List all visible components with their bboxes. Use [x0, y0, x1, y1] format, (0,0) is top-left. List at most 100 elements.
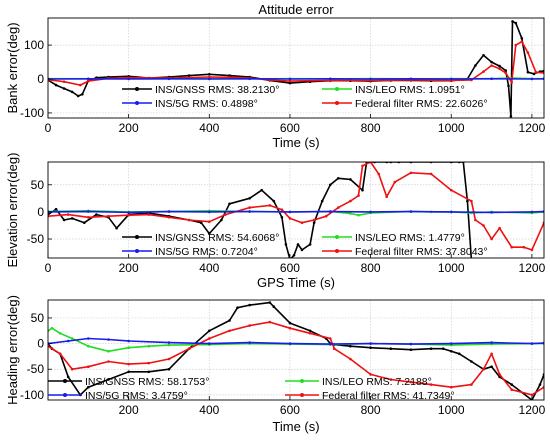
- data-point: [95, 213, 98, 216]
- data-point: [410, 348, 413, 351]
- data-point: [59, 353, 62, 356]
- data-point: [531, 394, 534, 397]
- data-point: [533, 73, 536, 76]
- legend-label: Federal filter RMS: 41.7349°: [322, 390, 455, 402]
- data-point: [470, 360, 473, 363]
- legend-marker: [135, 87, 139, 91]
- data-point: [309, 243, 312, 246]
- data-point: [442, 347, 445, 350]
- data-point: [510, 115, 513, 118]
- data-point: [168, 358, 171, 361]
- legend-label: INS/GNSS RMS: 38.2130°: [155, 84, 279, 96]
- data-point: [273, 305, 276, 308]
- data-point: [474, 258, 477, 261]
- data-point: [321, 200, 324, 203]
- data-point: [510, 246, 513, 249]
- x-tick-label: 0: [45, 121, 52, 135]
- data-point: [349, 345, 352, 348]
- y-tick-label: 50: [31, 178, 45, 192]
- data-point: [410, 172, 413, 175]
- data-point: [523, 246, 526, 249]
- data-point: [289, 342, 292, 345]
- data-point: [260, 189, 263, 192]
- data-point: [107, 338, 110, 341]
- x-tick-label: 600: [280, 403, 300, 417]
- data-point: [83, 221, 86, 224]
- data-point: [539, 383, 542, 386]
- data-point: [248, 206, 251, 209]
- data-point: [248, 78, 251, 81]
- data-point: [325, 215, 328, 218]
- data-point: [482, 224, 485, 227]
- data-point: [79, 84, 82, 87]
- data-point: [87, 210, 90, 213]
- data-point: [208, 330, 211, 333]
- data-point: [220, 219, 223, 222]
- data-point: [168, 210, 171, 213]
- data-point: [470, 383, 473, 386]
- x-tick-label: 1200: [519, 261, 546, 275]
- x-tick-label: 600: [280, 261, 300, 275]
- legend-marker: [300, 393, 304, 397]
- data-point: [168, 216, 171, 219]
- data-point: [127, 363, 130, 366]
- data-point: [228, 330, 231, 333]
- data-point: [349, 212, 352, 215]
- data-point: [168, 344, 171, 347]
- x-axis-label: Time (s): [272, 419, 319, 434]
- data-point: [361, 189, 364, 192]
- data-point: [248, 341, 251, 344]
- data-point: [87, 345, 90, 348]
- data-point: [301, 249, 304, 252]
- data-point: [313, 221, 316, 224]
- data-point: [188, 219, 191, 222]
- y-tick-label: 0: [37, 337, 44, 351]
- data-point: [527, 71, 530, 74]
- data-point: [369, 211, 372, 214]
- data-point: [329, 337, 332, 340]
- data-point: [430, 173, 433, 176]
- data-point: [208, 220, 211, 223]
- data-point: [297, 243, 300, 246]
- legend-marker: [135, 235, 139, 239]
- data-point: [309, 330, 312, 333]
- data-point: [236, 306, 239, 309]
- data-point: [71, 337, 74, 340]
- x-tick-label: 200: [119, 403, 139, 417]
- data-point: [515, 22, 518, 25]
- data-point: [337, 206, 340, 209]
- legend-label: INS/LEO RMS: 1.4779°: [355, 232, 465, 244]
- x-tick-label: 200: [119, 121, 139, 135]
- data-point: [410, 210, 413, 213]
- data-point: [510, 258, 513, 261]
- legend-label: INS/LEO RMS: 7.2188°: [322, 376, 432, 388]
- data-point: [531, 78, 534, 81]
- data-point: [527, 51, 530, 54]
- data-point: [531, 249, 534, 252]
- y-tick-label: 50: [31, 311, 45, 325]
- data-point: [490, 78, 493, 81]
- data-point: [107, 360, 110, 363]
- y-tick-label: 0: [37, 205, 44, 219]
- legend-marker: [135, 249, 139, 253]
- data-point: [87, 78, 90, 81]
- data-point: [168, 78, 171, 81]
- data-point: [329, 184, 332, 187]
- data-point: [115, 227, 118, 230]
- data-point: [490, 61, 493, 64]
- data-point: [208, 337, 211, 340]
- x-tick-label: 0: [45, 261, 52, 275]
- data-point: [450, 350, 453, 353]
- x-tick-label: 400: [199, 403, 219, 417]
- data-point: [490, 238, 493, 241]
- data-point: [450, 386, 453, 389]
- data-point: [107, 215, 110, 218]
- data-point: [498, 373, 501, 376]
- data-point: [521, 40, 524, 43]
- data-point: [127, 211, 130, 214]
- chart-panel-2: 0 200 400 600 800 1000 1200 -50 0 50 GPS Time (s) E…: [5, 153, 546, 290]
- legend-label: INS/LEO RMS: 1.0951°: [355, 84, 465, 96]
- y-tick-label: -50: [27, 362, 45, 376]
- data-point: [67, 213, 70, 216]
- data-point: [410, 78, 413, 81]
